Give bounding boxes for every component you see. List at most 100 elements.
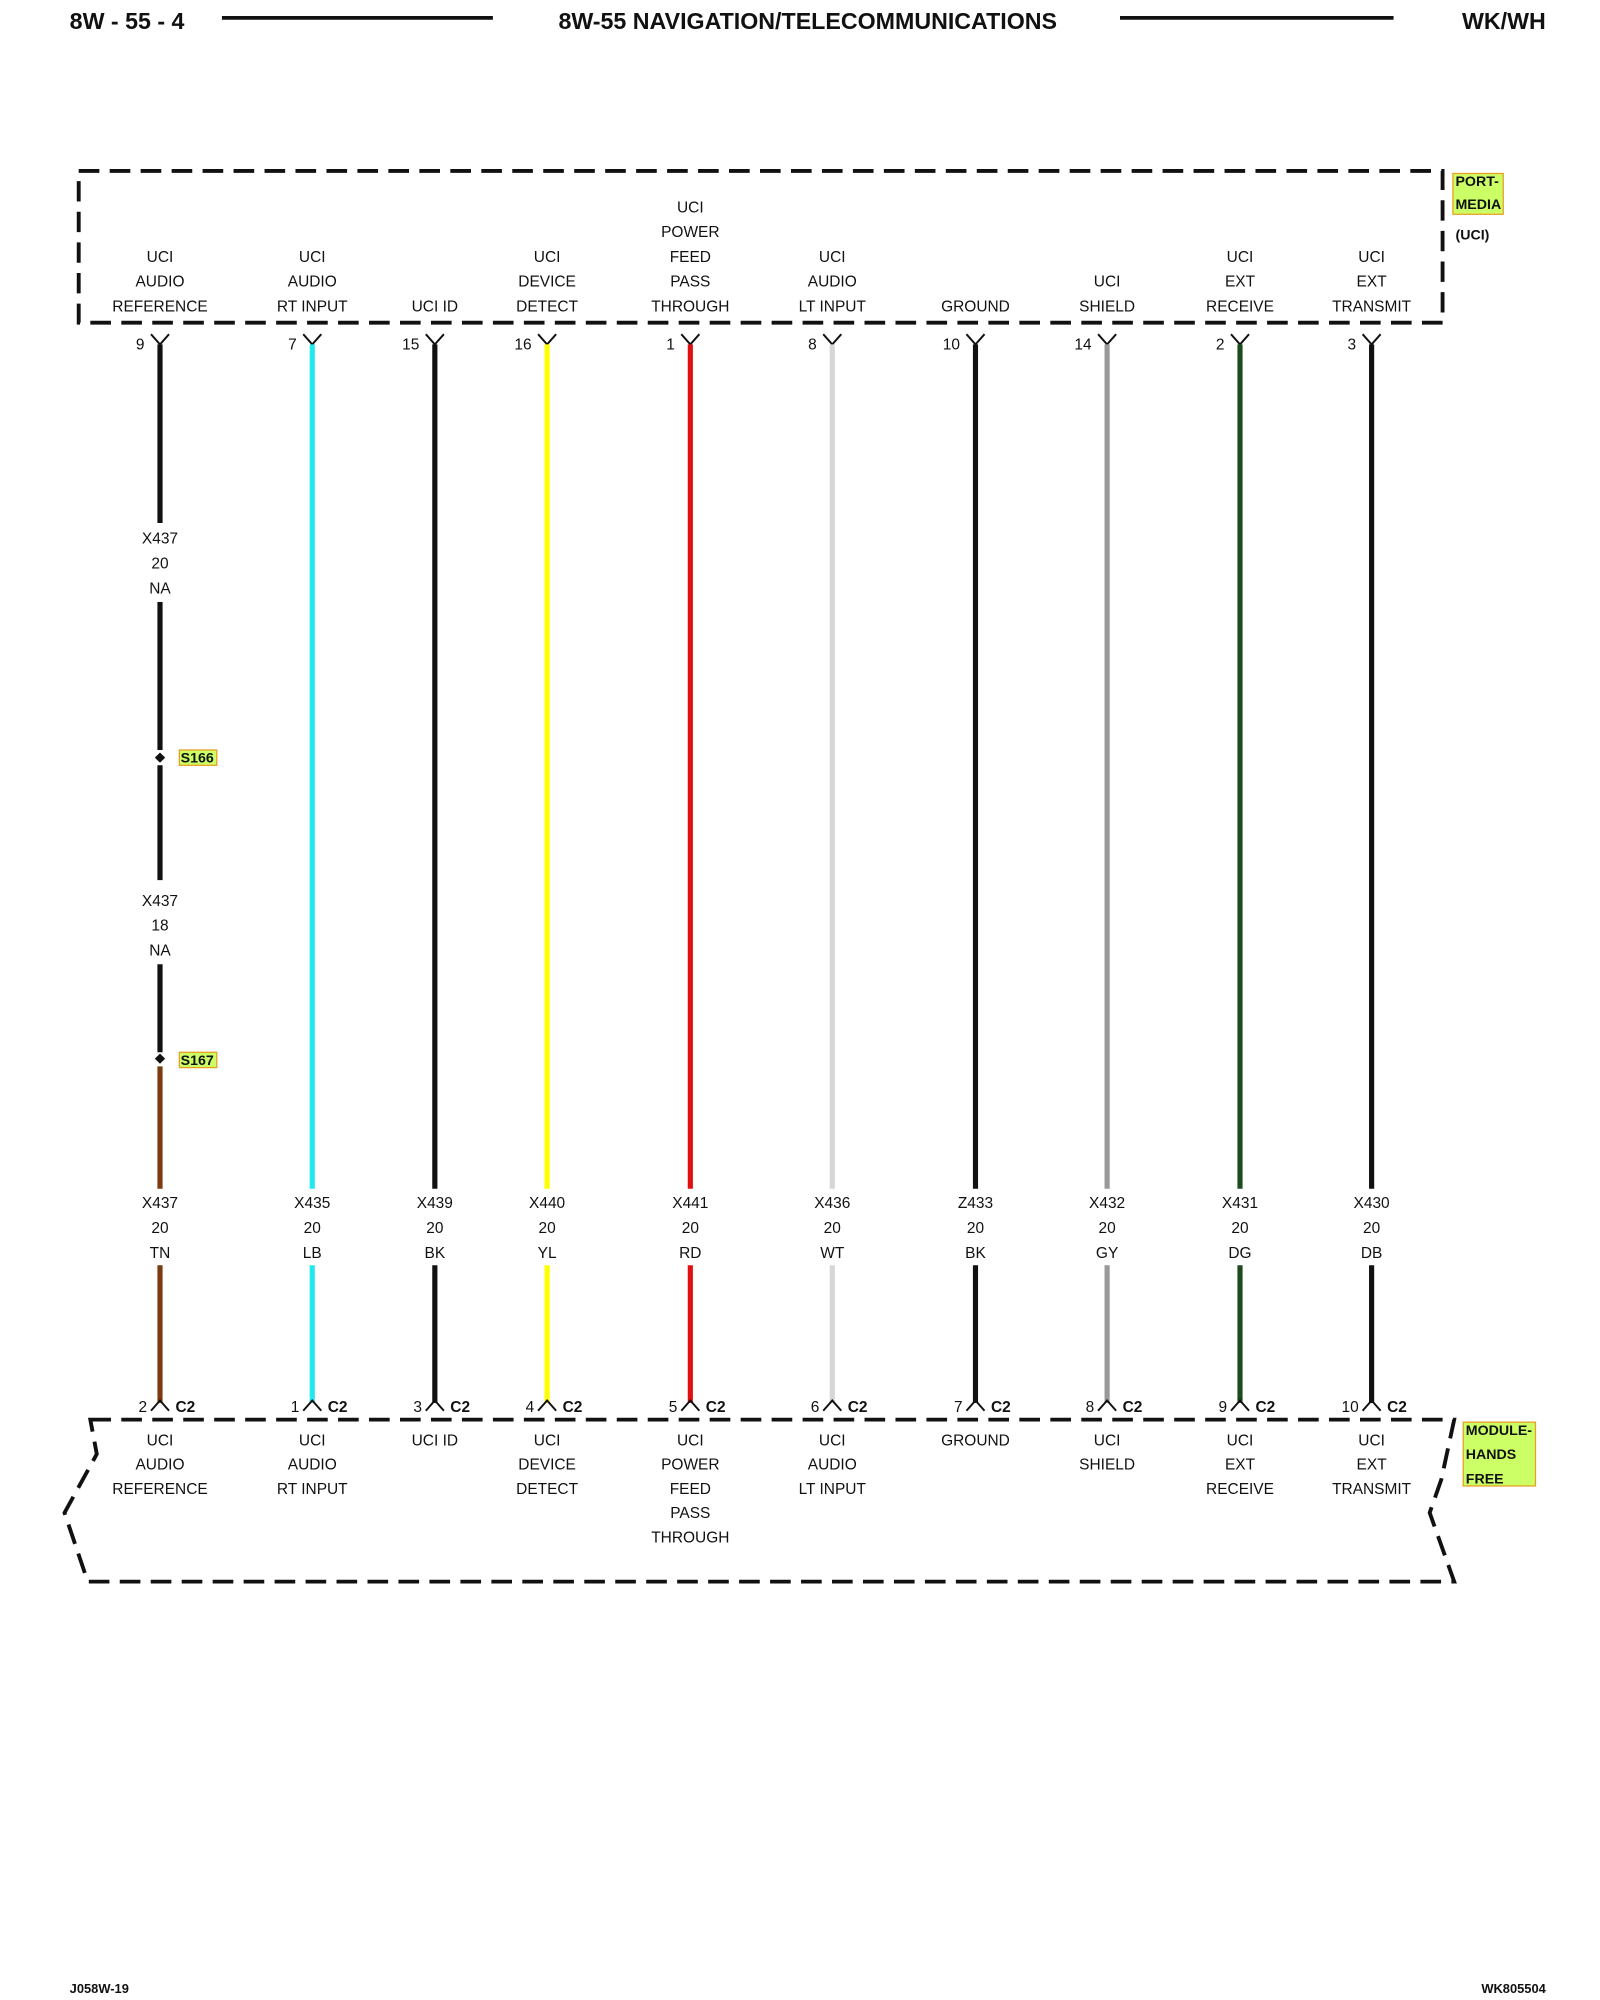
wire-label: X437 — [142, 1195, 178, 1212]
pin-terminal — [965, 333, 986, 346]
page-title: 8W-55 NAVIGATION/TELECOMMUNICATIONS — [558, 8, 1057, 34]
pin-function: DEVICE — [518, 274, 576, 291]
pin-function: REFERENCE — [112, 1481, 207, 1498]
pin-function: EXT — [1225, 1457, 1256, 1474]
model: WK/WH — [1462, 8, 1546, 34]
connector-id: C2 — [706, 1399, 726, 1416]
splice-tag — [178, 1051, 218, 1069]
pin-terminal — [425, 333, 445, 346]
wire-label: WT — [820, 1245, 845, 1262]
wire-label: 18 — [151, 918, 168, 935]
footer-code: J058W-19 — [70, 1981, 129, 1996]
wire-label: X441 — [672, 1195, 708, 1212]
splice-name: S167 — [181, 1052, 214, 1068]
pin-number: 3 — [413, 1399, 422, 1416]
wire-label: 20 — [824, 1220, 841, 1237]
wire-label: 20 — [426, 1220, 443, 1237]
connector-name: PORT- — [1455, 173, 1499, 189]
pin-number: 8 — [1086, 1399, 1095, 1416]
pin-function: EXT — [1357, 274, 1388, 291]
wire-label: TN — [150, 1245, 171, 1262]
pin-number: 4 — [526, 1399, 535, 1416]
pin-function: AUDIO — [136, 274, 185, 291]
pin-function: DETECT — [516, 299, 578, 316]
pin-number: 9 — [1218, 1399, 1227, 1416]
pin-number: 9 — [136, 337, 145, 354]
pin-function: UCI — [677, 200, 704, 217]
pin-number: 10 — [1342, 1399, 1359, 1416]
pin-function: UCI — [534, 1432, 561, 1449]
pin-function: TRANSMIT — [1332, 1481, 1412, 1498]
pin-number: 10 — [943, 337, 960, 354]
wire-label: BK — [425, 1245, 446, 1262]
pin-number: 3 — [1348, 337, 1357, 354]
wire-label: YL — [538, 1245, 557, 1262]
wire-label: X439 — [417, 1195, 453, 1212]
footer-code: WK805504 — [1481, 1981, 1546, 1996]
pin-number: 2 — [138, 1399, 147, 1416]
connector-id: C2 — [328, 1399, 348, 1416]
connector-id: C2 — [1255, 1399, 1275, 1416]
pin-terminal — [150, 333, 170, 346]
wire-label: 20 — [1363, 1220, 1380, 1237]
connector-id: C2 — [848, 1399, 868, 1416]
connector-id: C2 — [991, 1399, 1011, 1416]
pin-number: 16 — [514, 337, 531, 354]
pin-function: REFERENCE — [112, 299, 207, 316]
splice-name: S166 — [181, 750, 214, 766]
pin-function: UCI — [147, 1432, 174, 1449]
pin-function: AUDIO — [288, 274, 337, 291]
pin-number: 1 — [291, 1399, 300, 1416]
wire-label: X431 — [1222, 1195, 1258, 1212]
wire-label: 20 — [151, 556, 168, 573]
wire-label: X440 — [529, 1195, 565, 1212]
wire-label: GY — [1096, 1245, 1118, 1262]
splice-tag — [178, 749, 218, 766]
connector-id: C2 — [1123, 1399, 1143, 1416]
pin-function: DEVICE — [518, 1457, 576, 1474]
pin-function: LT INPUT — [799, 299, 867, 316]
pin-function: POWER — [661, 224, 719, 241]
connector-id: C2 — [450, 1399, 470, 1416]
wire-label: X435 — [294, 1195, 330, 1212]
pin-function: UCI — [299, 1432, 326, 1449]
connector-tag — [1462, 1421, 1537, 1487]
pin-terminal — [822, 333, 843, 346]
pin-function: UCI — [1094, 274, 1121, 291]
pin-function: UCI — [1094, 1432, 1121, 1449]
connector-name: HANDS — [1466, 1446, 1516, 1462]
pin-function: DETECT — [516, 1481, 578, 1498]
pin-terminal — [537, 333, 557, 346]
pin-function: THROUGH — [651, 1529, 729, 1546]
pin-terminal — [1230, 1399, 1250, 1412]
pin-function: RT INPUT — [277, 299, 348, 316]
pin-function: AUDIO — [808, 274, 857, 291]
pin-function: UCI — [819, 249, 846, 266]
wire-label: 20 — [682, 1220, 699, 1237]
pin-function: RECEIVE — [1206, 299, 1274, 316]
pin-function: UCI — [299, 249, 326, 266]
splice — [154, 752, 166, 763]
connector-name: MEDIA — [1455, 196, 1501, 212]
wire-label: NA — [149, 580, 171, 597]
page-number: 8W - 55 - 4 — [70, 8, 185, 34]
pin-function: RT INPUT — [277, 1481, 348, 1498]
connector-name: FREE — [1466, 1470, 1504, 1486]
pin-number: 2 — [1216, 337, 1225, 354]
pin-terminal — [1097, 1399, 1117, 1412]
pin-function: UCI ID — [412, 299, 458, 316]
pin-function: AUDIO — [136, 1457, 185, 1474]
pin-terminal — [680, 1399, 701, 1412]
connector-id: C2 — [563, 1399, 583, 1416]
pin-number: 15 — [402, 337, 419, 354]
pin-function: SHIELD — [1079, 1457, 1135, 1474]
pin-function: EXT — [1357, 1457, 1388, 1474]
pin-function: LT INPUT — [799, 1481, 867, 1498]
pin-function: SHIELD — [1079, 299, 1135, 316]
wire-label: 20 — [1098, 1220, 1115, 1237]
wire-label: X437 — [142, 893, 178, 910]
wire-label: LB — [303, 1245, 322, 1262]
wire-label: X430 — [1354, 1195, 1390, 1212]
pin-function: UCI — [819, 1432, 846, 1449]
